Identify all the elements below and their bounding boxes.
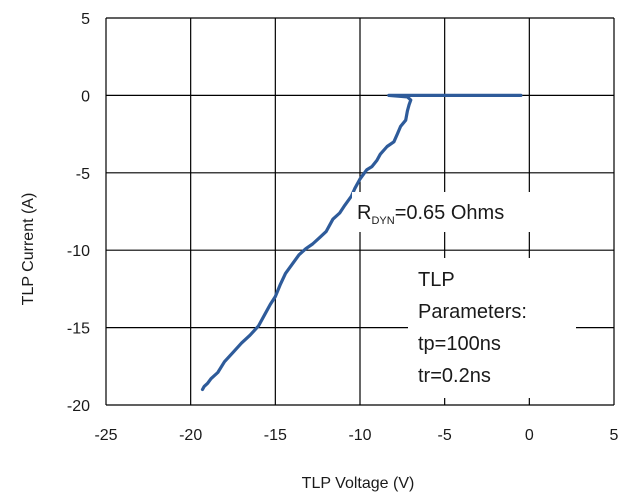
rdyn-prefix: R — [357, 202, 371, 224]
rdyn-annotation: RDYN=0.65 Ohms — [357, 202, 504, 227]
y-tick-label: 0 — [81, 88, 90, 105]
annotation-layer: RDYN=0.65 Ohms TLP Parameters: tp=100ns … — [352, 192, 577, 398]
tlp-params-background — [408, 258, 576, 398]
x-tick-label: -25 — [94, 427, 117, 444]
y-tick-label: -5 — [76, 166, 90, 183]
tlp-iv-series-line — [200, 93, 523, 392]
x-tick-label: -5 — [438, 427, 452, 444]
y-tick-label: 5 — [81, 11, 90, 28]
y-tick-label: -20 — [67, 398, 90, 415]
y-axis-title: TLP Current (A) — [20, 193, 37, 306]
x-tick-label: 0 — [525, 427, 534, 444]
y-tick-label: -15 — [67, 321, 90, 338]
axis-tick-labels: -25 -20 -15 -10 -5 0 550-5-10-15-20 — [67, 11, 619, 444]
x-tick-label: 5 — [610, 427, 619, 444]
x-tick-label: -15 — [264, 427, 287, 444]
rdyn-label-background — [352, 192, 577, 232]
series-layer — [200, 93, 523, 392]
tlp-params-line-3: tp=100ns — [418, 333, 501, 355]
x-tick-label: -20 — [179, 427, 202, 444]
tlp-params-line-2: Parameters: — [418, 301, 527, 323]
rdyn-value: =0.65 Ohms — [395, 202, 505, 224]
rdyn-subscript: DYN — [371, 215, 394, 227]
tlp-params-line-4: tr=0.2ns — [418, 365, 491, 387]
x-tick-label: -10 — [348, 427, 371, 444]
x-axis-title: TLP Voltage (V) — [302, 475, 415, 492]
tlp-params-line-1: TLP — [418, 269, 455, 291]
y-tick-label: -10 — [67, 243, 90, 260]
